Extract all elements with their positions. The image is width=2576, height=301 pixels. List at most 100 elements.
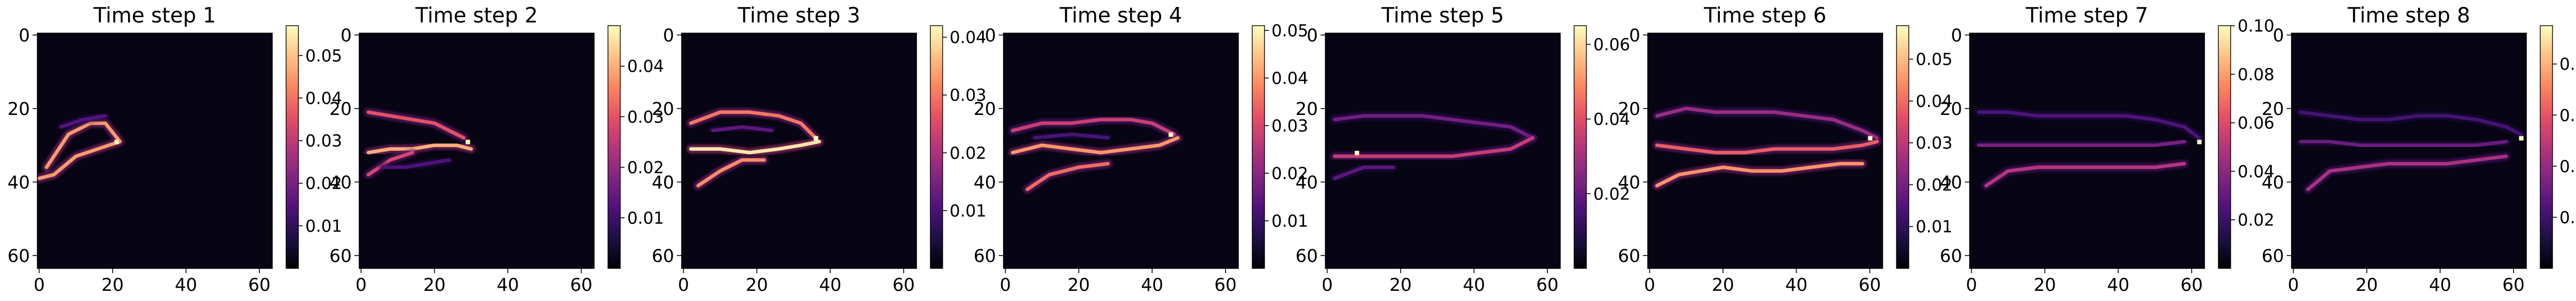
x-tick-label: 40 [2429,274,2451,295]
y-tick-label: 20 [1618,98,1640,119]
colorbar-tick-label: 0.06 [2559,106,2576,125]
y-tick-label: 20 [652,98,674,119]
heatmap-edge-3 [1984,161,2186,188]
heatmap-edge-2 [2298,140,2508,147]
y-tick-label: 60 [7,245,30,266]
y-tick-label: 0 [1307,25,1318,45]
heatmap-edge-2 [1655,140,1879,155]
x-tick-label: 0 [678,274,689,295]
heatmap-hotspot [1868,136,1872,141]
heatmap-edge-2 [59,114,107,129]
y-tick-label: 60 [1618,245,1640,266]
heatmap-edge-1 [366,110,466,140]
panel-title: Time step 7 [2025,4,2148,28]
colorbar-gradient [2218,25,2231,269]
y-tick-label: 0 [985,25,996,45]
axes-frame [2291,33,2527,269]
y-tick-label: 40 [652,172,674,192]
x-tick-label: 20 [1068,274,1090,295]
y-tick-label: 20 [2262,98,2284,119]
colorbar: 0.02 0.04 0.06 0.08 [2540,25,2576,269]
colorbar-gradient [1896,25,1909,269]
y-tick-label: 0 [1951,25,1962,45]
y-tick-label: 40 [7,172,30,192]
axes-frame [359,33,595,269]
colorbar-gradient [1252,25,1265,269]
heatmap-cells [1652,104,1882,190]
heatmap-edge-3 [1655,161,1864,188]
colorbar-tick-label: 0.05 [305,47,342,66]
heatmap-background [1970,33,2204,268]
x-tick-label: 0 [1322,274,1333,295]
colorbar: 0.01 0.02 0.03 0.04 0.05 [1252,21,1308,269]
heatmap-background [2291,33,2526,268]
heatmap-edge-4 [381,158,451,169]
y-tick-label: 60 [2262,245,2284,266]
y-tick-label: 20 [7,98,30,119]
colorbar: 0.01 0.02 0.03 0.04 [607,25,664,269]
heatmap-edge-1 [1655,106,1879,140]
heatmap-panel-2: Time step 20 20 40 6002040600.010.020.030.0… [329,4,664,295]
y-tick-label: 40 [329,172,352,192]
colorbar-tick-label: 0.02 [305,174,342,194]
heatmap-edge-1 [689,110,818,140]
axes-frame [681,33,917,269]
heatmap-panel-4: Time step 40 20 40 6002040600.010.020.030.0… [974,4,1308,295]
x-tick-label: 60 [1859,274,1881,295]
heatmap-background [37,33,272,268]
y-tick-label: 40 [1940,172,1962,192]
colorbar-tick-label: 0.01 [1916,218,1953,237]
axes-frame [37,33,273,269]
colorbar-tick-label: 0.01 [305,217,342,236]
colorbar-gradient [286,25,299,269]
colorbar-tick-label: 0.03 [305,132,342,151]
colorbar-tick-label: 0.02 [1271,164,1308,183]
y-tick-label: 40 [974,172,996,192]
axes-frame [1325,33,1561,269]
heatmap-cells [364,107,476,179]
heatmap-cells [1008,115,1182,194]
heatmap-cells [2296,107,2525,194]
colorbar-tick-label: 0.08 [2238,65,2274,84]
y-tick-label: 20 [329,98,352,119]
panel-title: Time step 6 [1703,4,1826,28]
heatmap-edge-2 [1332,136,1535,158]
heatmap-edge-3 [2306,155,2508,191]
panel-title: Time step 3 [737,4,860,28]
colorbar-tick-label: 0.10 [2238,17,2274,36]
heatmap-edge-1 [1977,110,2201,140]
x-tick-label: 40 [1141,274,1163,295]
x-tick-label: 20 [2356,274,2378,295]
colorbar-tick-label: 0.02 [950,144,986,163]
heatmap-edge-3 [366,151,414,176]
y-tick-label: 0 [663,25,674,45]
heatmap-edge-2 [1977,140,2186,147]
x-tick-label: 0 [34,274,45,295]
colorbar: 0.02 0.04 0.06 [1574,25,1630,269]
heatmap-cells [686,107,824,190]
heatmap-edge-3 [1332,165,1395,180]
x-tick-label: 40 [819,274,841,295]
colorbar-gradient [607,25,621,269]
x-tick-label: 40 [2107,274,2129,295]
colorbar-tick-label: 0.05 [1916,50,1953,70]
x-tick-label: 20 [2034,274,2056,295]
panel-title: Time step 4 [1059,4,1182,28]
colorbar-tick-label: 0.03 [1916,134,1953,153]
colorbar-tick-label: 0.04 [1271,69,1308,88]
heatmap-edge-2 [1010,136,1180,155]
colorbar-tick-label: 0.04 [950,28,986,48]
colorbar-tick-label: 0.04 [627,57,664,76]
x-tick-label: 60 [1214,274,1237,295]
y-tick-label: 0 [19,25,30,45]
heatmap-edge-4 [1033,132,1110,140]
colorbar-tick-label: 0.02 [2559,208,2576,227]
colorbar-tick-label: 0.06 [1593,35,1630,55]
y-tick-label: 20 [1295,98,1318,119]
heatmap-panel-1: Time step 10 20 40 6002040600.010.020.030.0… [7,4,342,295]
heatmap-hotspot [2197,140,2202,144]
x-tick-label: 60 [2502,274,2525,295]
heatmap-hotspot [813,136,818,141]
